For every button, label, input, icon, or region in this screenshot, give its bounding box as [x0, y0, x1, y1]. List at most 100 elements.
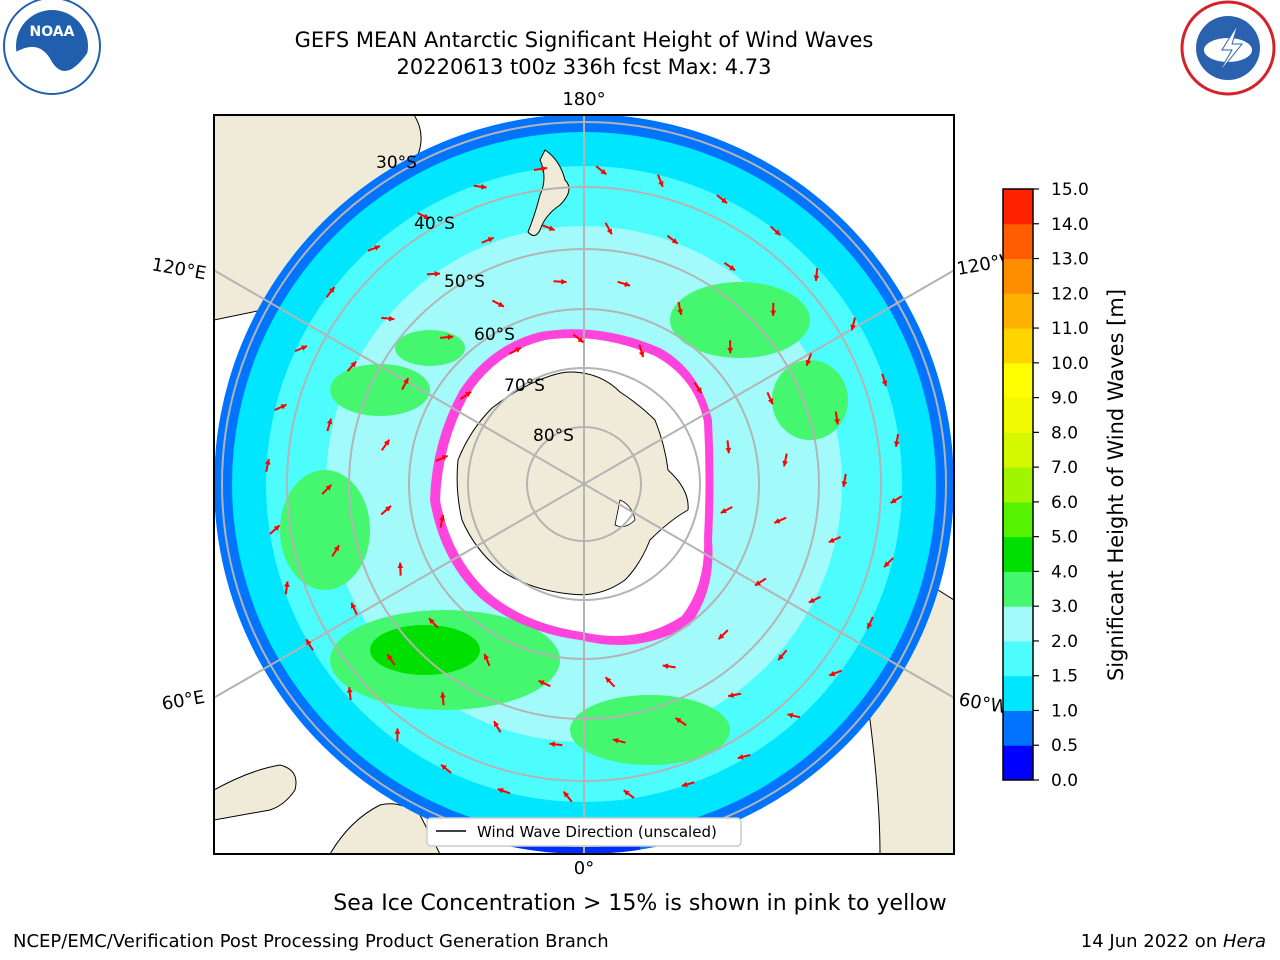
wind-wave-arrow [813, 267, 820, 281]
wind-wave-arrow [346, 687, 353, 701]
wind-wave-arrow [497, 787, 511, 795]
nws-logo-icon [1180, 0, 1276, 96]
wind-wave-arrow [493, 720, 502, 733]
wind-wave-arrow [805, 353, 813, 366]
wind-wave-arrow [459, 390, 472, 400]
colorbar-tick-label: 15.0 [1051, 180, 1089, 200]
wind-wave-arrow [269, 524, 281, 535]
colorbar-swatch [1003, 258, 1033, 294]
wind-wave-arrow [305, 638, 314, 651]
wind-wave-arrow [428, 617, 439, 629]
madagascar-land [214, 764, 297, 821]
graticule-meridians [214, 115, 954, 854]
colorbar-swatch [1003, 745, 1033, 781]
wind-wave-arrow [770, 302, 777, 316]
colorbar-tick-label: 1.0 [1051, 701, 1078, 721]
wind-wave-arrow [481, 236, 495, 244]
wind-wave-arrow [294, 345, 308, 353]
wind-wave-arrow [666, 234, 679, 245]
wind-wave-arrow [716, 194, 728, 204]
wind-wave-arrow [367, 245, 381, 252]
lon-label-60e: 60°E [160, 687, 206, 715]
wind-wave-arrow [723, 262, 736, 272]
lat-label-30s: 30°S [376, 153, 417, 173]
wind-wave-arrow [381, 315, 395, 322]
wind-wave-arrow [350, 602, 358, 615]
lon-label-60w: 60°W [957, 689, 1010, 718]
wind-wave-arrow [549, 741, 563, 748]
wind-wave-arrow [542, 224, 555, 232]
wind-wave-arrow [787, 712, 801, 719]
wind-wave-arrow [766, 391, 774, 405]
wind-wave-arrow [321, 484, 333, 495]
wind-wave-arrow [483, 653, 491, 667]
wind-wave-arrow [866, 616, 874, 630]
colorbar-tick-label: 1.5 [1051, 667, 1078, 687]
wind-wave-arrow [283, 581, 290, 595]
chart-title: GEFS MEAN Antarctic Significant Height o… [294, 28, 874, 52]
colorbar-border [1002, 188, 1034, 781]
wind-wave-arrow [623, 789, 635, 799]
colorbar-tick-label: 3.0 [1051, 597, 1078, 617]
wind-wave-arrow [435, 454, 449, 462]
wind-wave-arrow [346, 360, 357, 372]
wind-wave-arrow [604, 676, 616, 688]
wind-wave-arrow [440, 763, 452, 774]
wind-wave-arrow [439, 514, 445, 528]
wind-wave-arrow [553, 278, 567, 285]
wind-wave-arrow [394, 728, 401, 742]
chart-subtitle: 20220613 t00z 336h fcst Max: 4.73 [396, 55, 772, 79]
wind-wave-arrow [380, 439, 391, 451]
footer-date-text: 14 Jun 2022 on [1080, 931, 1223, 952]
wind-wave-arrow [509, 346, 522, 355]
antarctica-land [456, 371, 689, 596]
lon-label-120e: 120°E [150, 254, 208, 284]
wind-wave-arrow [326, 418, 333, 432]
wind-wave-arrows [264, 165, 903, 803]
lat-label-70s: 70°S [504, 376, 545, 396]
colorbar-tick-label: 6.0 [1051, 493, 1078, 513]
wind-wave-arrow [562, 791, 573, 803]
wind-wave-arrow [426, 270, 441, 277]
colorbar-swatch [1003, 223, 1033, 260]
lon-label-0: 0° [574, 858, 594, 879]
wind-wave-arrow [720, 506, 733, 514]
wind-wave-arrow [617, 280, 631, 287]
colorbar-swatch [1003, 710, 1033, 746]
wind-wave-arrow [331, 544, 340, 557]
wind-wave-arrow [417, 212, 430, 220]
wind-wave-arrow [770, 225, 781, 237]
wind-wave-arrow [274, 403, 287, 411]
wind-wave-arrow [890, 495, 903, 504]
colorbar-tick-label: 5.0 [1051, 528, 1078, 548]
colorbar-swatch [1003, 501, 1033, 538]
colorbar-tick-label: 12.0 [1051, 284, 1089, 304]
colorbar-swatch [1003, 362, 1033, 399]
wind-wave-arrow [612, 737, 626, 744]
wind-wave-arrow [491, 299, 505, 308]
wind-wave-arrow [677, 301, 683, 316]
colorbar-swatch [1003, 293, 1033, 329]
wind-wave-arrow [808, 595, 821, 604]
colorbar-tick-label: 9.0 [1051, 389, 1078, 409]
noaa-logo-icon: NOAA [3, 0, 101, 95]
wind-wave-arrow [440, 334, 454, 340]
new-zealand-land [527, 149, 570, 236]
lon-label-180: 180° [562, 89, 605, 110]
wind-wave-arrow [893, 433, 900, 447]
colorbar-swatch [1003, 467, 1033, 503]
lat-label-80s: 80°S [533, 426, 574, 446]
colorbar-swatch [1003, 328, 1033, 364]
wind-wave-arrow [264, 458, 271, 472]
colorbar-label: Significant Height of Wind Waves [m] [1104, 289, 1128, 681]
wind-wave-arrow [657, 174, 664, 188]
map-legend: Wind Wave Direction (unscaled) [426, 817, 742, 847]
wind-wave-arrow [828, 669, 842, 677]
wind-wave-arrow [325, 286, 336, 298]
colorbar-tick-label: 8.0 [1051, 423, 1078, 443]
colorbar-tick-label: 7.0 [1051, 458, 1078, 478]
wind-wave-arrow [440, 692, 446, 706]
wind-wave-arrow [773, 516, 787, 524]
wind-wave-arrow [883, 557, 894, 568]
